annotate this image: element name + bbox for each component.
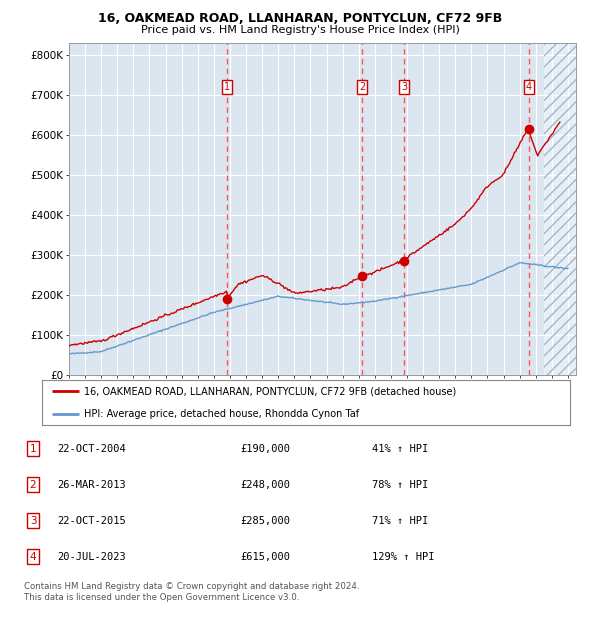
Text: 2: 2 <box>29 480 37 490</box>
Text: 1: 1 <box>29 444 37 454</box>
Text: £285,000: £285,000 <box>240 516 290 526</box>
Bar <box>544 43 576 375</box>
Text: 41% ↑ HPI: 41% ↑ HPI <box>372 444 428 454</box>
Text: 2: 2 <box>359 82 365 92</box>
Text: 22-OCT-2004: 22-OCT-2004 <box>57 444 126 454</box>
Bar <box>544 43 576 375</box>
Text: 20-JUL-2023: 20-JUL-2023 <box>57 552 126 562</box>
Text: Contains HM Land Registry data © Crown copyright and database right 2024.
This d: Contains HM Land Registry data © Crown c… <box>24 582 359 603</box>
Text: 129% ↑ HPI: 129% ↑ HPI <box>372 552 434 562</box>
Text: 22-OCT-2015: 22-OCT-2015 <box>57 516 126 526</box>
Text: 16, OAKMEAD ROAD, LLANHARAN, PONTYCLUN, CF72 9FB (detached house): 16, OAKMEAD ROAD, LLANHARAN, PONTYCLUN, … <box>84 386 457 396</box>
Text: £248,000: £248,000 <box>240 480 290 490</box>
Text: 1: 1 <box>224 82 230 92</box>
Text: 26-MAR-2013: 26-MAR-2013 <box>57 480 126 490</box>
Text: 4: 4 <box>526 82 532 92</box>
Text: Price paid vs. HM Land Registry's House Price Index (HPI): Price paid vs. HM Land Registry's House … <box>140 25 460 35</box>
Text: 3: 3 <box>29 516 37 526</box>
Text: 4: 4 <box>29 552 37 562</box>
Text: £190,000: £190,000 <box>240 444 290 454</box>
Text: 78% ↑ HPI: 78% ↑ HPI <box>372 480 428 490</box>
Text: 16, OAKMEAD ROAD, LLANHARAN, PONTYCLUN, CF72 9FB: 16, OAKMEAD ROAD, LLANHARAN, PONTYCLUN, … <box>98 12 502 25</box>
Text: HPI: Average price, detached house, Rhondda Cynon Taf: HPI: Average price, detached house, Rhon… <box>84 409 359 419</box>
Text: 3: 3 <box>401 82 407 92</box>
Text: 71% ↑ HPI: 71% ↑ HPI <box>372 516 428 526</box>
Text: £615,000: £615,000 <box>240 552 290 562</box>
